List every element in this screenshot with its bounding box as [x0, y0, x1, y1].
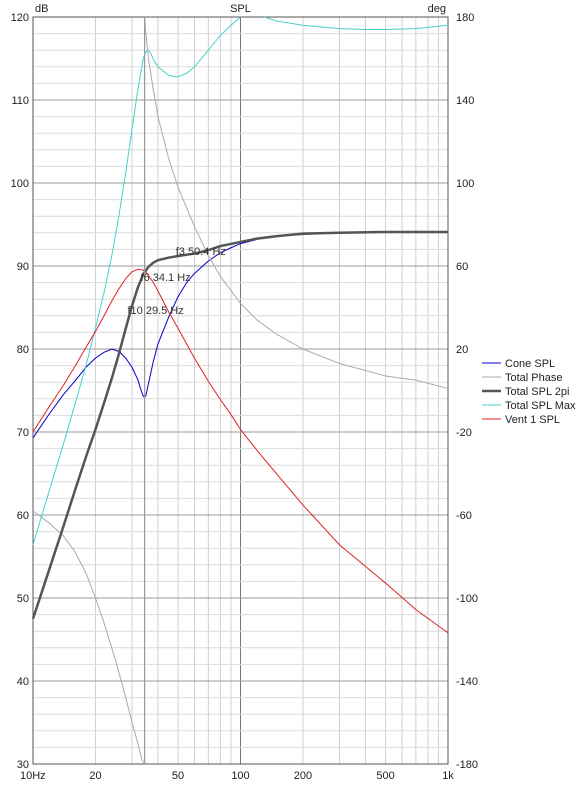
y-right-tick-label: 20: [456, 344, 468, 356]
series-line-vent-1-spl: [32, 268, 449, 634]
legend-label-total-spl-2pi: Total SPL 2pi: [505, 386, 569, 398]
axes: 10Hz 20 50 100 200 500 1k 30 40 50 60 70 80 90 100 110 1…: [11, 12, 478, 782]
chart-title: SPL: [230, 3, 251, 15]
y-left-unit: dB: [35, 3, 48, 15]
y-left-tick-label: 90: [17, 261, 29, 273]
y-right-tick-label: -60: [456, 510, 472, 522]
x-tick-label: 100: [231, 770, 249, 782]
y-left-tick-label: 110: [11, 95, 29, 107]
y-right-tick-label: -140: [456, 676, 478, 688]
legend-label-vent-1-spl: Vent 1 SPL: [505, 414, 560, 426]
x-tick-label: 20: [89, 770, 101, 782]
y-right-unit: deg: [428, 3, 446, 15]
x-tick-label: 500: [376, 770, 394, 782]
series-line-total-spl-2pi: [31, 230, 448, 620]
grid: [33, 17, 448, 764]
y-right-tick-label: 140: [456, 95, 474, 107]
legend-label-cone-spl: Cone SPL: [505, 358, 555, 370]
x-tick-label: 50: [172, 770, 184, 782]
y-right-tick-label: -180: [456, 759, 478, 771]
y-left-tick-label: 50: [17, 593, 29, 605]
y-right-tick-label: -20: [456, 427, 472, 439]
x-tick-label: 1k: [442, 770, 454, 782]
x-tick-label: 10Hz: [20, 770, 46, 782]
annotation-label: f6 34.1 Hz: [141, 272, 191, 284]
x-tick-label: 200: [294, 770, 312, 782]
y-right-tick-label: 60: [456, 261, 468, 273]
y-left-tick-label: 70: [17, 427, 29, 439]
legend: Cone SPL Total Phase Total SPL 2pi Total SP…: [482, 358, 576, 426]
y-left-tick-label: 30: [17, 759, 29, 771]
legend-label-total-spl-max: Total SPL Max: [505, 400, 576, 412]
annotation-label: f3 50.4 Hz: [176, 246, 226, 258]
y-left-tick-label: 40: [17, 676, 29, 688]
series-line-total-spl-max-b: [263, 16, 449, 30]
legend-label-total-phase: Total Phase: [505, 372, 562, 384]
y-left-tick-label: 80: [17, 344, 29, 356]
y-left-tick-label: 60: [17, 510, 29, 522]
series-line-total-phase: [32, 510, 146, 765]
y-right-tick-label: -100: [456, 593, 478, 605]
y-left-tick-label: 100: [11, 178, 29, 190]
annotation-layer: f3 50.4 Hz f6 34.1 Hz f10 29.5 Hz: [127, 17, 226, 764]
annotation-label: f10 29.5 Hz: [127, 305, 183, 317]
series-line-total-phase-b: [144, 16, 449, 389]
y-right-tick-label: 180: [456, 12, 474, 24]
series-layer: [31, 16, 449, 765]
series-line-total-spl-max: [32, 16, 241, 546]
y-left-tick-label: 120: [11, 12, 29, 24]
y-right-tick-label: 100: [456, 178, 474, 190]
